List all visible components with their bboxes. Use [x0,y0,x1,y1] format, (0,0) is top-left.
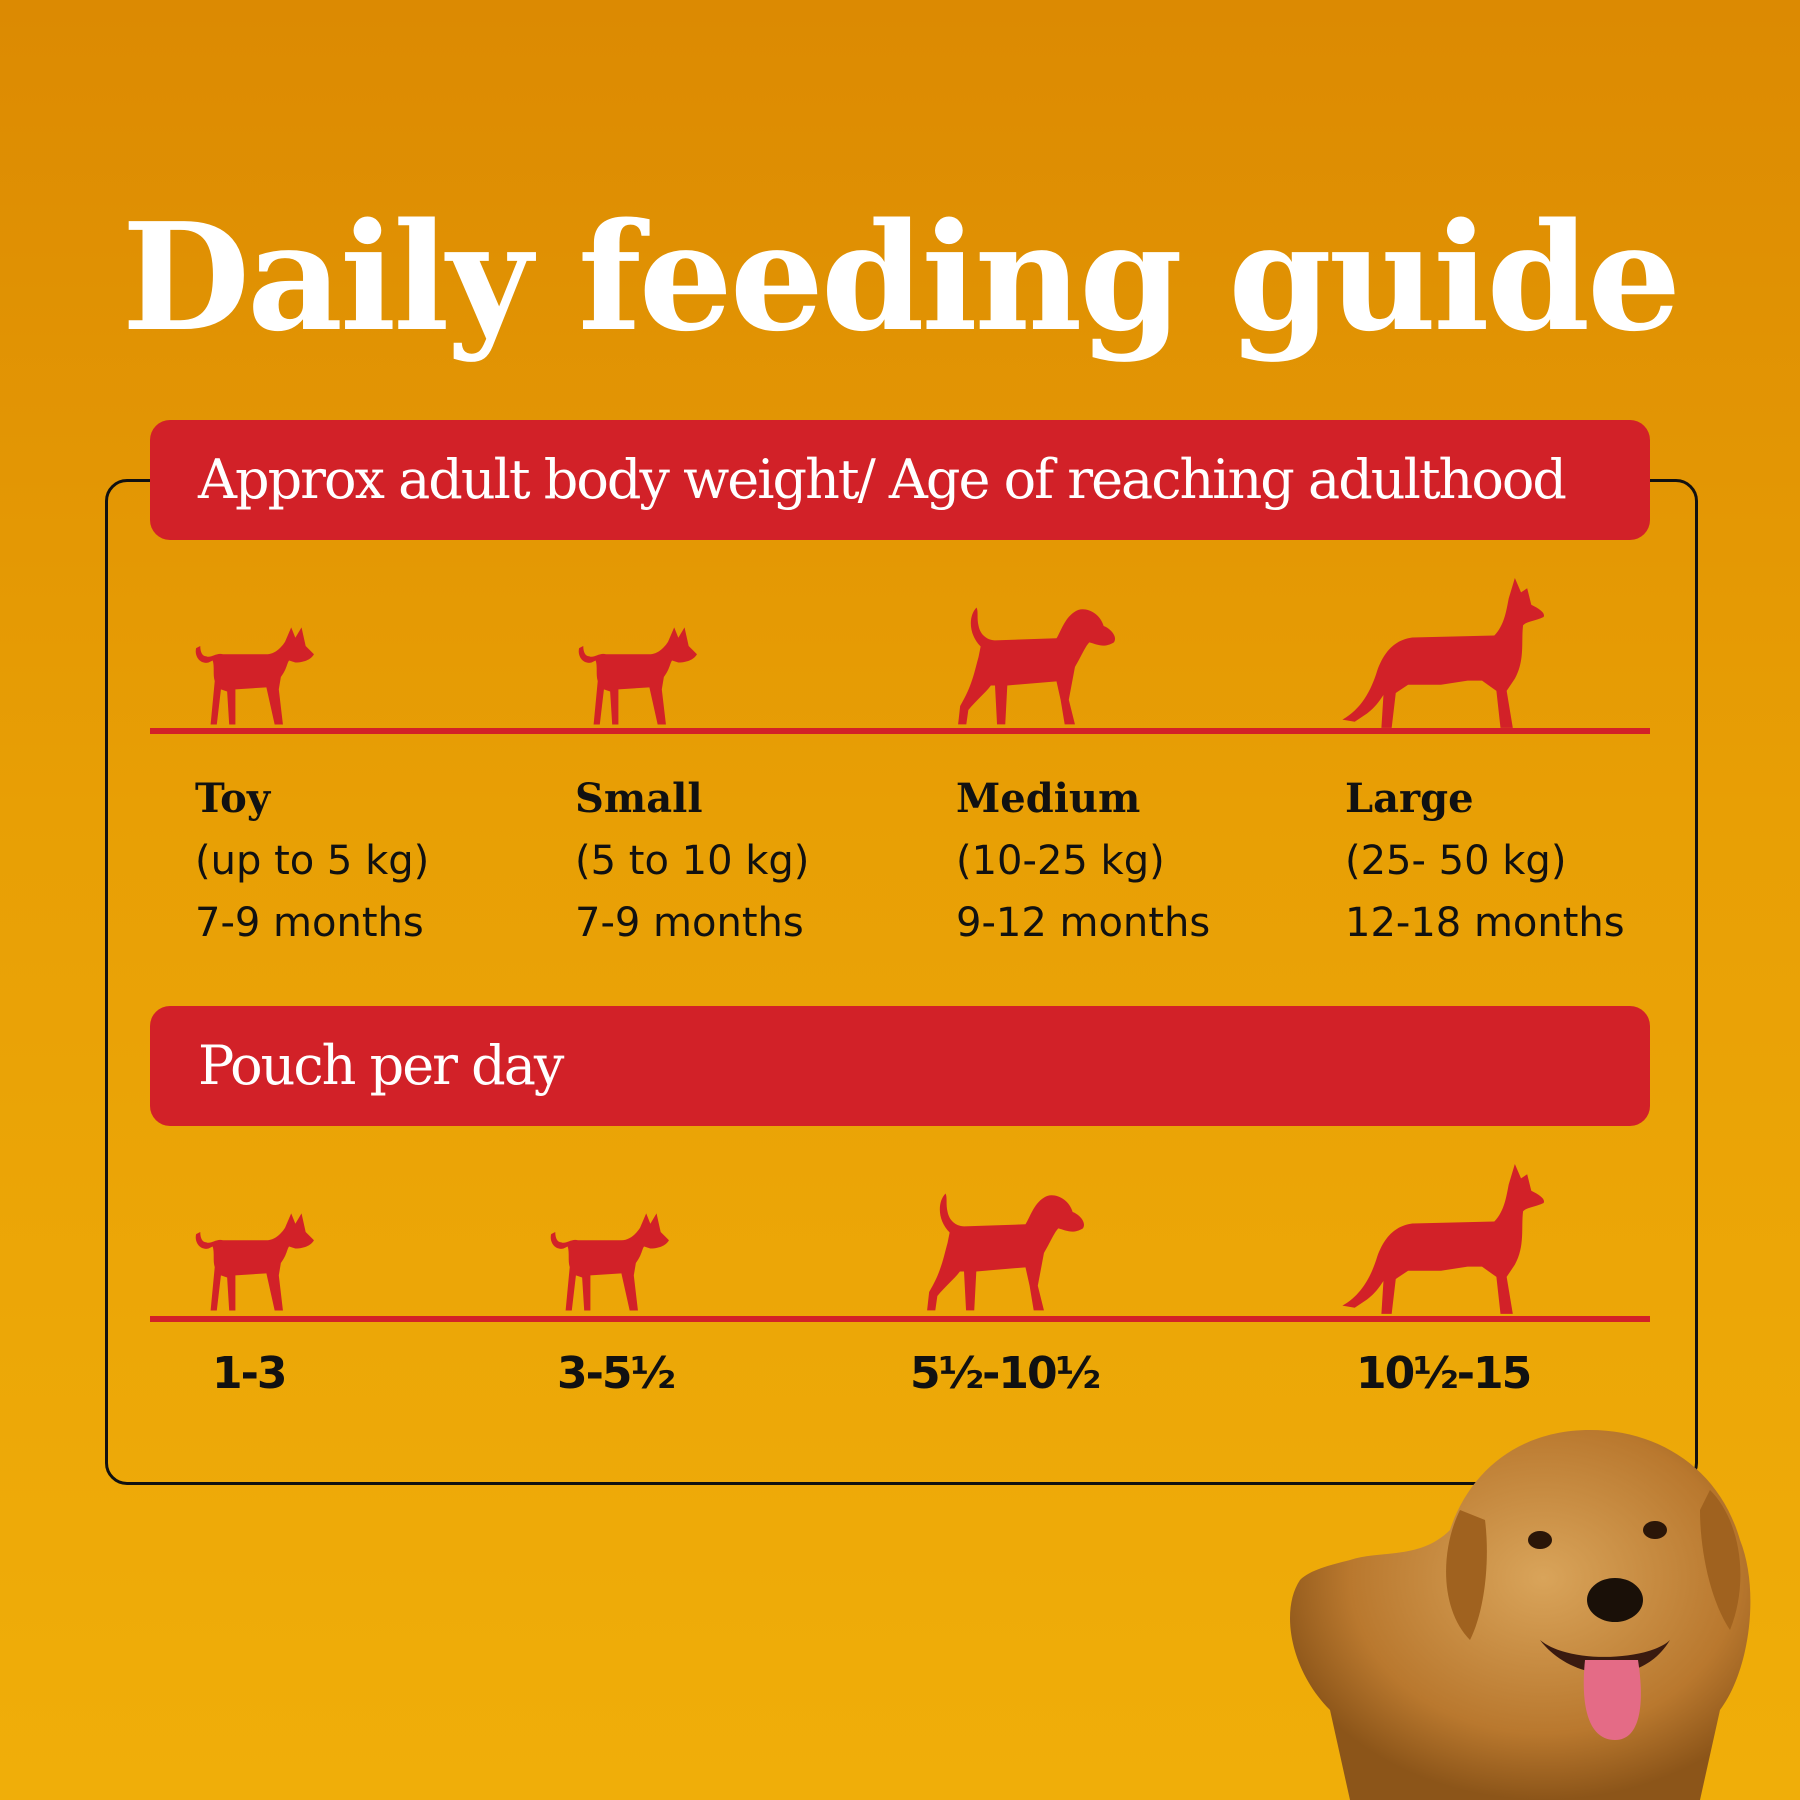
ground-line [150,1316,1650,1322]
size-age: 7-9 months [195,900,424,946]
size-age: 9-12 months [956,900,1211,946]
medium-dog-silhouette-icon [954,604,1118,730]
size-age: 7-9 months [575,900,804,946]
pouch-amount-medium: 5½-10½ [910,1348,1101,1399]
size-name: Medium [956,775,1141,822]
size-name: Small [575,775,703,822]
size-large: Large (25- 50 kg) 12-18 months [1345,768,1625,954]
pouch-amount-small: 3-5½ [557,1348,676,1399]
size-toy: Toy (up to 5 kg) 7-9 months [195,768,429,954]
size-weight: (5 to 10 kg) [575,838,810,884]
section-header-pouch-per-day: Pouch per day [150,1006,1650,1126]
golden-retriever-photo [1290,1430,1751,1800]
ground-line [150,728,1650,734]
size-age: 12-18 months [1345,900,1625,946]
size-name: Toy [195,775,271,822]
size-medium: Medium (10-25 kg) 9-12 months [956,768,1210,954]
pouch-amount-toy: 1-3 [212,1348,287,1399]
large-dog-silhouette-icon [1336,1164,1550,1318]
pouch-amount-large: 10½-15 [1356,1348,1532,1399]
size-weight: (up to 5 kg) [195,838,430,884]
small-dog-silhouette-icon [575,624,699,730]
toy-dog-silhouette-icon [192,1210,316,1316]
size-weight: (25- 50 kg) [1345,838,1567,884]
medium-dog-silhouette-icon [923,1190,1087,1316]
large-dog-silhouette-icon [1336,578,1550,732]
page-title: Daily feeding guide [121,190,1681,364]
section-header-weight-age: Approx adult body weight/ Age of reachin… [150,420,1650,540]
size-weight: (10-25 kg) [956,838,1165,884]
size-small: Small (5 to 10 kg) 7-9 months [575,768,809,954]
size-name: Large [1345,775,1474,822]
small-dog-silhouette-icon [547,1210,671,1316]
toy-dog-silhouette-icon [192,624,316,730]
